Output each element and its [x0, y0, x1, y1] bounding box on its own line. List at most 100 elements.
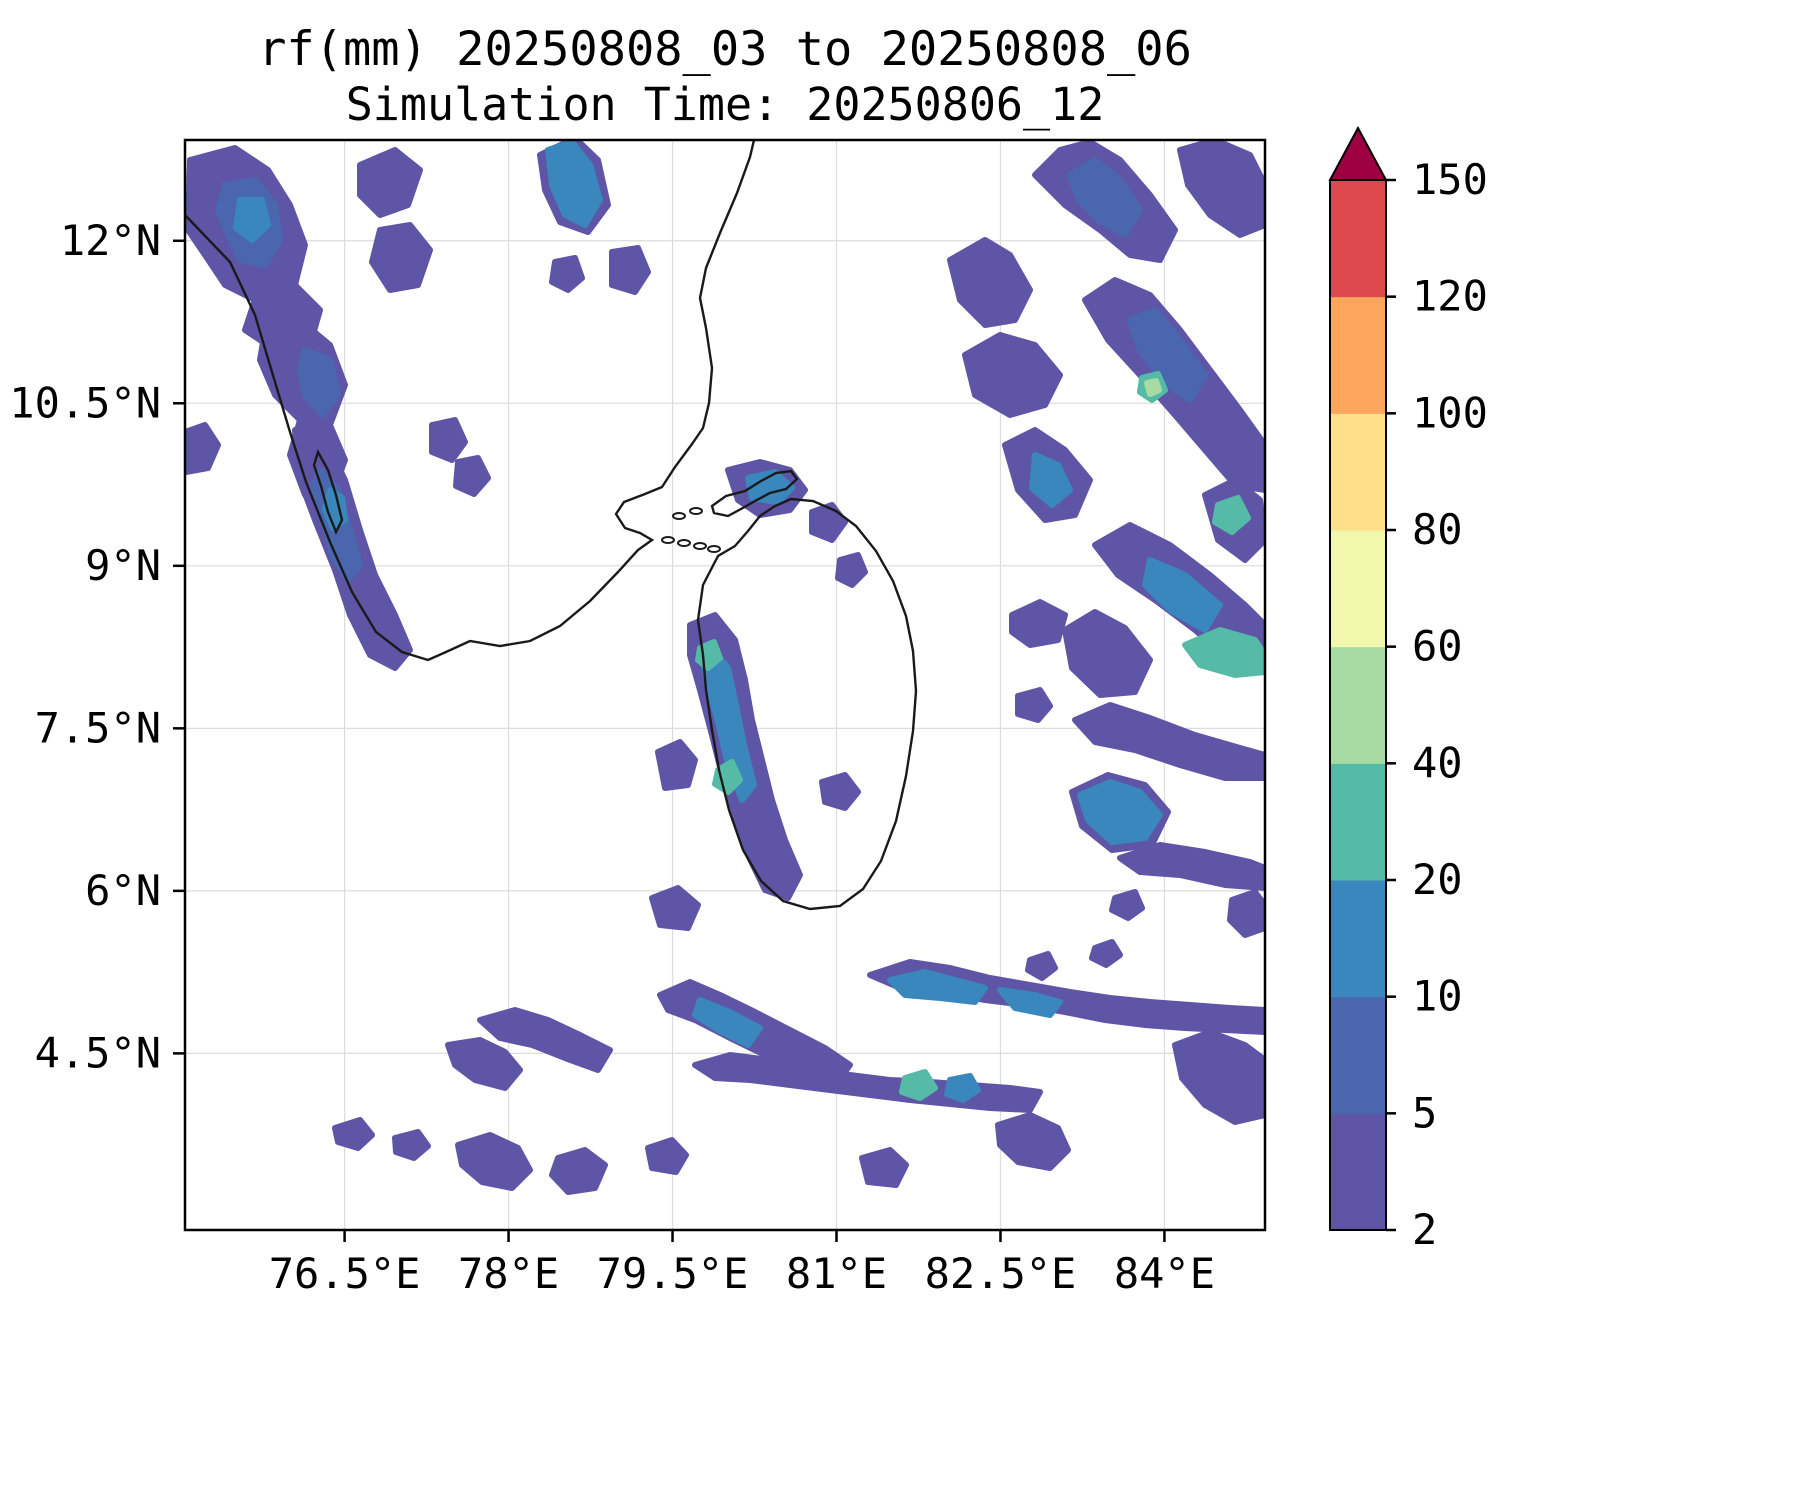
plot-frame [183, 138, 1267, 1232]
y-tick-label: 12°N [60, 216, 161, 265]
colorbar-tick-label: 100 [1412, 388, 1488, 437]
rain-patch-10-20mm [944, 1073, 981, 1103]
rain-patch-2-5mm [1025, 951, 1058, 981]
plot-subtitle: Simulation Time: 20250806_12 [345, 78, 1105, 131]
colorbar-segment-120-150 [1330, 180, 1386, 298]
colorbar-segment-2-5 [1330, 1113, 1386, 1231]
islet [672, 512, 686, 520]
rain-patch-10-20mm [1029, 452, 1073, 508]
rain-patch-2-5mm [995, 1112, 1071, 1171]
colorbar-segment-20-40 [1330, 763, 1386, 881]
islet [693, 542, 707, 550]
rain-patch-2-5mm [445, 1037, 523, 1091]
rain-patch-2-5mm [332, 1117, 375, 1151]
rain-patch-2-5mm [655, 739, 698, 791]
x-tick-label: 76.5°E [269, 1249, 421, 1298]
rain-patch-2-5mm [1015, 687, 1053, 723]
rain-patch-5-10mm [297, 347, 341, 418]
rain-patch-10-20mm [997, 987, 1063, 1018]
colorbar-tick-label: 5 [1412, 1088, 1437, 1137]
rain-patch-10-20mm [233, 197, 271, 243]
rain-patch-2-5mm [649, 885, 701, 931]
rain-patch-2-5mm [1109, 889, 1145, 921]
colorbar-tick-label: 10 [1412, 972, 1463, 1021]
plot-title: rf(mm) 20250808_03 to 20250808_06 [258, 22, 1192, 77]
colorbar-segment-100-120 [1330, 296, 1386, 414]
rain-patch-2-5mm [867, 959, 1265, 1035]
rain-patch-5-10mm [1067, 157, 1143, 238]
colorbar-segment-10-20 [1330, 880, 1386, 998]
rain-patch-2-5mm [549, 1147, 608, 1195]
rain-patch-10-20mm [700, 645, 757, 803]
rain-patch-2-5mm [859, 1147, 909, 1188]
rain-patch-2-5mm [392, 1129, 431, 1161]
x-tick-label: 82.5°E [925, 1249, 1077, 1298]
colorbar-tick-label: 2 [1412, 1205, 1437, 1254]
y-tick-label: 6°N [85, 866, 161, 915]
x-tick-label: 78°E [458, 1249, 559, 1298]
rain-patch-2-5mm [185, 422, 221, 475]
coastline [185, 140, 756, 662]
y-tick-label: 10.5°N [9, 378, 161, 427]
colorbar-segment-40-60 [1330, 646, 1386, 764]
rain-patch-2-5mm [835, 552, 868, 588]
colorbar-segment-60-80 [1330, 530, 1386, 648]
colorbar-tick-label: 150 [1412, 155, 1488, 204]
rainfall-shading [185, 140, 1265, 1195]
axes: 76.5°E 78°E 79.5°E 81°E 82.5°E 84°E 12°N 10.5°N… [9, 216, 1215, 1298]
rain-patch-2-5mm [477, 1007, 613, 1073]
rain-patch-20-40mm [1182, 627, 1265, 678]
colorbar-tick-label: 80 [1412, 505, 1463, 554]
rain-patch-10-20mm [1077, 779, 1163, 845]
rain-patch-2-5mm [819, 772, 861, 811]
colorbar: 2 5 10 20 40 60 80 100 120 150 [1328, 125, 1488, 1254]
rain-patch-2-5mm [1072, 702, 1265, 781]
rain-patch-10-20mm [887, 969, 988, 1005]
rain-patch-2-5mm [429, 417, 468, 463]
rain-patch-2-5mm [453, 455, 491, 497]
colorbar-outline [1329, 179, 1387, 1231]
colorbar-over-arrow [1328, 125, 1388, 181]
rain-patch-2-5mm [455, 1132, 533, 1191]
y-tick-label: 4.5°N [35, 1028, 161, 1077]
islet [677, 539, 691, 547]
islet [661, 536, 675, 544]
rain-patch-10-20mm [1142, 557, 1223, 633]
rain-patch-2-5mm [962, 332, 1063, 418]
rain-patch-20-40mm [899, 1069, 938, 1101]
colorbar-segment-80-100 [1330, 413, 1386, 531]
colorbar-segment-5-10 [1330, 996, 1386, 1114]
coastlines [185, 140, 918, 911]
rain-patch-2-5mm [549, 255, 585, 293]
colorbar-tick-label: 120 [1412, 272, 1488, 321]
x-tick-label: 84°E [1114, 1249, 1215, 1298]
rain-patch-2-5mm [357, 147, 423, 218]
rain-patch-2-5mm [1062, 609, 1153, 698]
coastline [710, 469, 799, 518]
rain-patch-2-5mm [369, 222, 433, 293]
rain-patch-40-60mm [1144, 378, 1162, 397]
rain-patch-2-5mm [1177, 140, 1265, 238]
rain-patch-2-5mm [1009, 599, 1068, 648]
islet [707, 545, 721, 553]
rain-patch-20-40mm [712, 759, 743, 795]
x-tick-label: 81°E [786, 1249, 887, 1298]
rain-patch-2-5mm [692, 1052, 1043, 1113]
colorbar-tick-label: 60 [1412, 622, 1463, 671]
islet [689, 507, 703, 515]
rain-patch-10-20mm [745, 469, 795, 505]
rain-patch-2-5mm [1089, 939, 1123, 968]
rain-patch-2-5mm [947, 237, 1033, 328]
rain-patch-2-5mm [645, 1137, 689, 1175]
y-tick-label: 7.5°N [35, 703, 161, 752]
colorbar-tick-label: 20 [1412, 855, 1463, 904]
rain-patch-2-5mm [809, 502, 848, 543]
rain-patch-10-20mm [545, 140, 603, 228]
rain-patch-5-10mm [1127, 307, 1208, 403]
rain-patch-2-5mm [609, 245, 651, 295]
rain-patch-2-5mm [1117, 842, 1265, 891]
coastline [312, 448, 344, 535]
rain-patch-2-5mm [1172, 1029, 1265, 1125]
coastline [696, 497, 918, 911]
